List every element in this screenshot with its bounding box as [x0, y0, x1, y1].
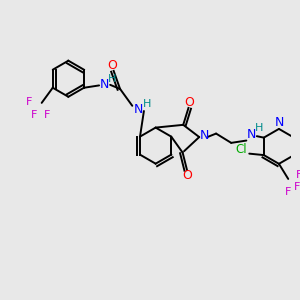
Text: O: O — [184, 96, 194, 109]
Text: O: O — [107, 58, 117, 72]
Text: H: H — [142, 99, 151, 109]
Text: N: N — [100, 78, 110, 91]
Text: F: F — [296, 170, 300, 181]
Text: Cl: Cl — [235, 143, 247, 156]
Text: F: F — [294, 182, 300, 192]
Text: N: N — [275, 116, 284, 129]
Text: H: H — [254, 123, 263, 133]
Text: F: F — [26, 97, 33, 107]
Text: H: H — [108, 74, 116, 84]
Text: F: F — [44, 110, 50, 120]
Text: N: N — [134, 103, 143, 116]
Text: F: F — [284, 187, 291, 197]
Text: F: F — [31, 110, 38, 120]
Text: O: O — [183, 169, 193, 182]
Text: N: N — [200, 129, 209, 142]
Text: N: N — [247, 128, 256, 141]
